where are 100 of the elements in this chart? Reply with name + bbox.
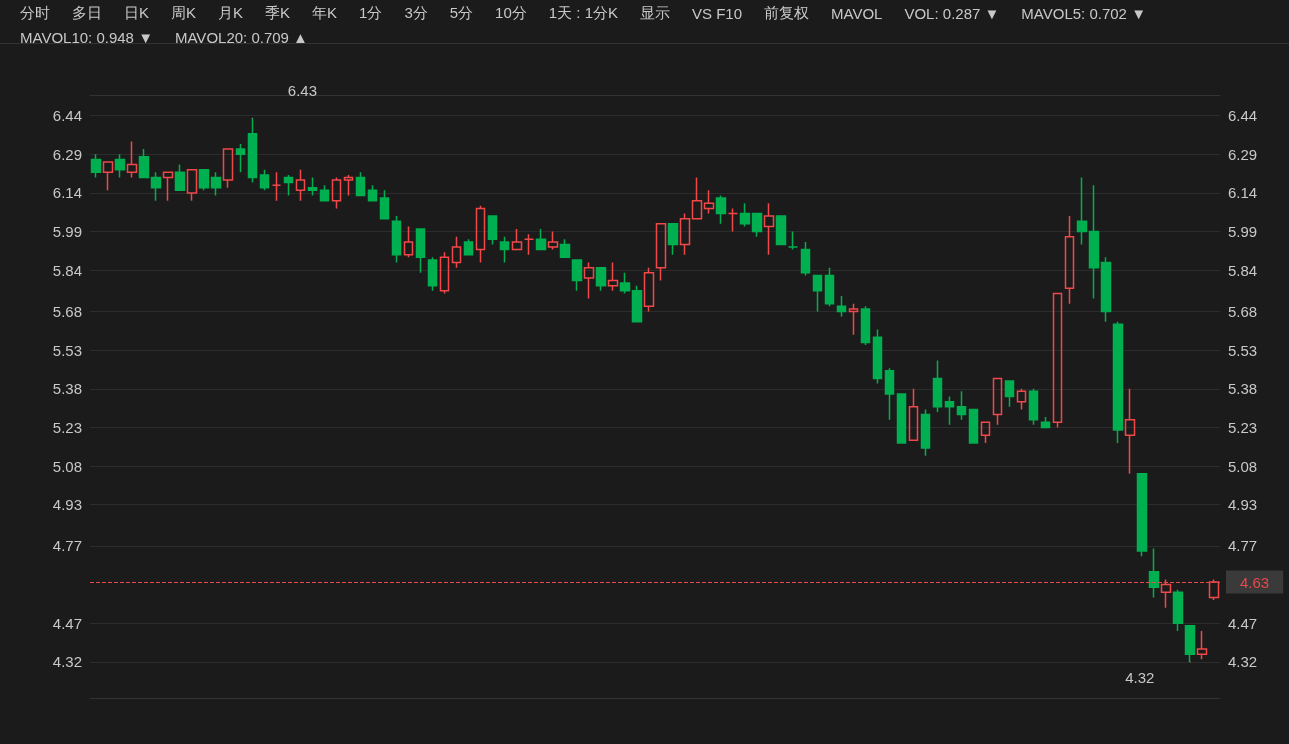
candlestick bbox=[283, 174, 294, 197]
candlestick bbox=[1052, 292, 1063, 429]
y2-tick-label: 5.53 bbox=[1228, 341, 1258, 359]
y-tick-label: 6.14 bbox=[52, 184, 82, 202]
candlestick bbox=[259, 168, 270, 192]
candlestick bbox=[679, 212, 691, 256]
text: 分时 bbox=[20, 4, 50, 23]
candlestick bbox=[439, 251, 450, 295]
text: VS F10 bbox=[692, 5, 743, 22]
y-tick-label: 5.38 bbox=[52, 380, 82, 398]
candlestick bbox=[126, 140, 138, 179]
candlestick bbox=[800, 241, 811, 277]
candlestick bbox=[1112, 321, 1124, 444]
text: 季K bbox=[265, 4, 291, 23]
text: MAVOL10: 0.948 ▼ bbox=[20, 29, 153, 46]
candlestick bbox=[583, 261, 595, 300]
candlestick bbox=[499, 235, 510, 264]
candlestick bbox=[427, 256, 438, 292]
candlestick bbox=[559, 238, 571, 259]
candlestick bbox=[1100, 256, 1112, 323]
y2-tick-label: 4.77 bbox=[1228, 537, 1258, 555]
candlestick bbox=[235, 143, 246, 174]
candlestick bbox=[475, 205, 486, 264]
candlestick bbox=[896, 393, 907, 444]
text: 显示 bbox=[640, 4, 670, 23]
y-tick-label: 4.77 bbox=[52, 537, 82, 555]
y2-tick-label: 4.93 bbox=[1228, 496, 1258, 514]
candlestick bbox=[751, 212, 763, 238]
candlestick bbox=[174, 163, 186, 192]
candlestick bbox=[631, 284, 643, 323]
candlestick bbox=[343, 174, 354, 197]
candlestick bbox=[739, 202, 751, 228]
candlestick bbox=[992, 377, 1003, 426]
candlestick bbox=[1196, 630, 1208, 661]
annotation: 4.32 bbox=[1125, 669, 1155, 687]
annotation: 6.43 bbox=[287, 81, 317, 99]
candlestick bbox=[210, 171, 222, 197]
candlestick bbox=[162, 171, 174, 202]
candlestick bbox=[271, 171, 282, 202]
candlestick bbox=[307, 176, 318, 197]
candlestick bbox=[138, 148, 150, 179]
candlestick bbox=[667, 223, 679, 256]
candlestick bbox=[980, 421, 991, 444]
candlestick bbox=[727, 207, 739, 233]
y2-tick-label: 5.38 bbox=[1228, 380, 1258, 398]
ref-line-label: 4.63 bbox=[1240, 573, 1270, 591]
candlestick bbox=[1064, 215, 1075, 305]
y2-tick-label: 6.44 bbox=[1228, 107, 1258, 125]
text: MAVOL5: 0.702 ▼ bbox=[1021, 5, 1146, 22]
text: 日K bbox=[124, 4, 150, 23]
text: 前复权 bbox=[764, 4, 810, 23]
candlestick bbox=[691, 176, 703, 220]
y2-tick-label: 5.84 bbox=[1228, 261, 1258, 279]
text: MAVOL bbox=[831, 5, 883, 22]
candlestick bbox=[319, 184, 330, 202]
candlestick bbox=[775, 215, 787, 246]
candlestick bbox=[1016, 388, 1027, 411]
y-tick-label: 4.32 bbox=[52, 653, 82, 671]
candlestick bbox=[787, 230, 799, 251]
candlestick bbox=[571, 259, 583, 292]
y2-tick-label: 6.14 bbox=[1228, 184, 1258, 202]
candlestick bbox=[186, 168, 198, 202]
candlestick bbox=[150, 171, 162, 202]
text: 1天 : 1分K bbox=[548, 4, 618, 23]
candlestick bbox=[1028, 388, 1039, 426]
candlestick bbox=[247, 117, 258, 184]
y-tick-label: 4.93 bbox=[52, 496, 82, 514]
candlestick bbox=[511, 228, 523, 251]
candlestick bbox=[523, 233, 535, 256]
candlestick bbox=[463, 238, 474, 256]
y2-tick-label: 6.29 bbox=[1228, 145, 1258, 163]
candlestick bbox=[295, 168, 306, 202]
candlestick bbox=[703, 189, 715, 215]
candlestick bbox=[824, 266, 835, 308]
candlestick bbox=[812, 274, 823, 313]
candlestick bbox=[90, 153, 102, 179]
text: 月K bbox=[218, 4, 244, 23]
candlestick bbox=[884, 367, 895, 421]
candlestick bbox=[222, 148, 234, 189]
candlestick bbox=[956, 390, 967, 421]
candlestick bbox=[1004, 380, 1015, 408]
candlestick bbox=[367, 184, 378, 202]
candlestick bbox=[1076, 176, 1088, 246]
text: 3分 bbox=[404, 4, 428, 23]
candlestick bbox=[848, 302, 859, 336]
y2-tick-label: 4.47 bbox=[1228, 614, 1258, 632]
candlestick bbox=[102, 161, 114, 192]
candlestick bbox=[1148, 547, 1160, 599]
candlestick bbox=[595, 266, 607, 292]
candlestick bbox=[451, 235, 462, 269]
y2-tick-label: 5.08 bbox=[1228, 457, 1258, 475]
candlestick bbox=[1124, 388, 1136, 475]
y-tick-label: 4.47 bbox=[52, 614, 82, 632]
y-tick-label: 5.68 bbox=[52, 302, 82, 320]
y-tick-label: 5.84 bbox=[52, 261, 82, 279]
y2-tick-label: 4.32 bbox=[1228, 653, 1258, 671]
candlestick bbox=[403, 225, 414, 259]
candlestick bbox=[391, 215, 402, 264]
y-tick-label: 5.08 bbox=[52, 457, 82, 475]
text: MAVOL20: 0.709 ▲ bbox=[174, 29, 308, 46]
